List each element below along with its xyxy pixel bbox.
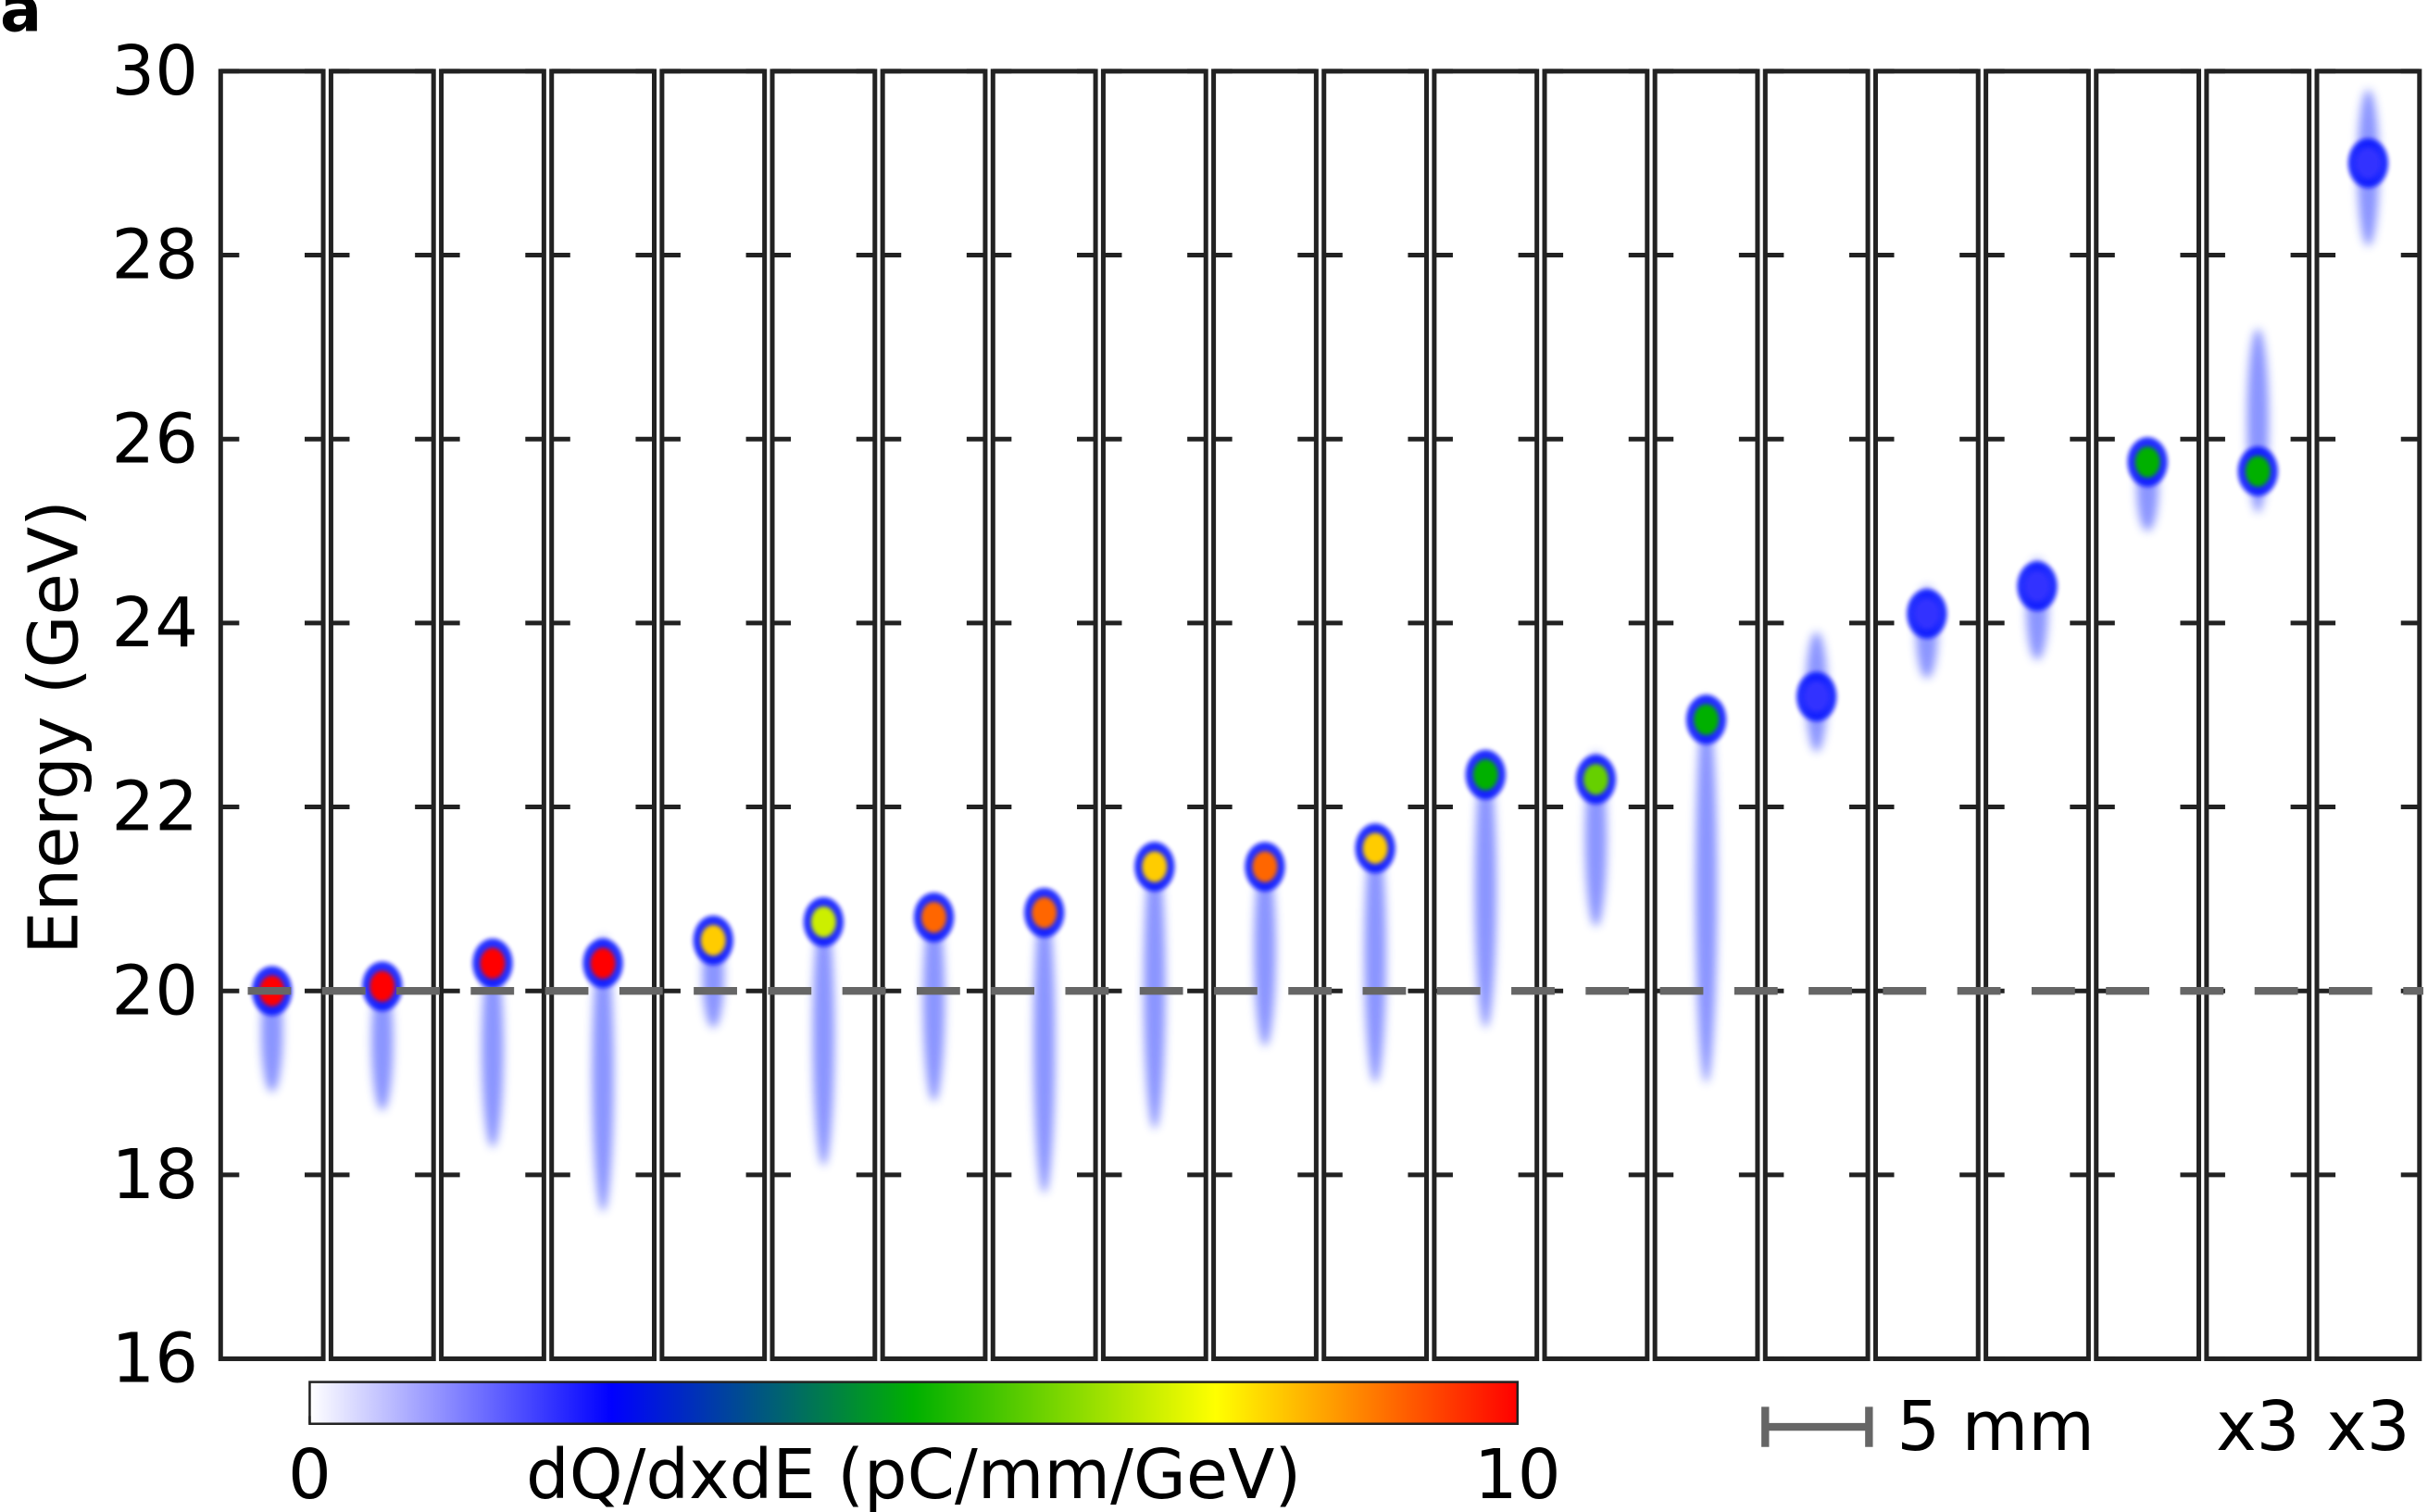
beam-core [1362,832,1388,864]
panel [2094,69,2202,1362]
colorbar-tick-label: 10 [1474,1436,1561,1512]
beam-core [369,970,395,1002]
panel [1652,69,1760,1362]
panel-frame [659,69,768,1362]
beam-tail [1254,853,1276,1046]
panel-label: a [0,0,42,45]
beam-core [2024,570,2050,602]
y-tick-label: 24 [111,584,198,663]
y-tick-label: 28 [111,217,198,295]
beam-core [700,924,726,956]
beam-core [811,906,836,938]
panel-frame [2094,69,2202,1362]
colorbar [308,1381,1520,1425]
beam-core [921,902,946,933]
colorbar-label: dQ/dxdE (pC/mm/GeV) [526,1436,1301,1512]
panel [1762,69,1871,1362]
panel [1321,69,1430,1362]
panel-frame [1211,69,1319,1362]
panel [2204,69,2312,1362]
beam-tail [922,898,945,1102]
panel [659,69,768,1362]
beam-tail [812,903,835,1166]
y-tick-label: 22 [111,768,198,847]
y-tick-label: 18 [111,1136,198,1215]
panel [218,69,326,1362]
beam-core [1032,897,1058,929]
y-axis-label: Energy (GeV) [16,500,94,955]
panel [880,69,988,1362]
beam-core [1252,851,1278,882]
panel-frame [770,69,878,1362]
panel [1211,69,1319,1362]
beam-tail [1364,825,1386,1083]
beam-core [1694,704,1719,735]
panel [1100,69,1208,1362]
beam-core [2245,456,2271,487]
beam-tail [1474,751,1496,1028]
beam-core [590,947,616,980]
panel-frame [1432,69,1540,1362]
panel-frame [880,69,988,1362]
y-tick-label: 20 [111,952,198,1031]
y-tick-label: 30 [111,32,198,111]
panel-frame [218,69,326,1362]
y-tick-label: 26 [111,400,198,479]
beam-tail [482,949,504,1148]
beam-tail [592,935,614,1212]
annotation: x3 [2326,1388,2409,1467]
scale-bar-label: 5 mm [1896,1388,2095,1467]
beam-core [1804,681,1830,713]
colorbar-tick-label: 0 [288,1436,332,1512]
annotation: x3 [2216,1388,2299,1467]
panel [2314,69,2422,1362]
panel-frame [1984,69,2091,1362]
beam-core [2134,446,2160,478]
panel [439,69,546,1362]
panel [1542,69,1650,1362]
beam-core [1583,764,1608,795]
panel-frame [439,69,546,1362]
panel [1432,69,1540,1362]
y-tick-label: 16 [111,1320,198,1399]
beam-core [1914,598,1940,630]
beam-core [1472,759,1498,791]
panel-frame [328,69,436,1362]
panel [328,69,436,1362]
panel-frame [1872,69,1981,1362]
beam-tail [1144,843,1166,1130]
panel-frame [1100,69,1208,1362]
beam-core [480,947,506,980]
panel [1984,69,2091,1362]
panel-frame [2314,69,2422,1362]
beam-core [1142,851,1168,882]
panel [770,69,878,1362]
beam-tail [1695,696,1718,1083]
panel [990,69,1098,1362]
beam-tail [1033,893,1056,1193]
panel-frame [1321,69,1430,1362]
beam-core [2356,147,2381,179]
panel [549,69,657,1362]
panel [1872,69,1981,1362]
panel-frame [2204,69,2312,1362]
panel-frame [1542,69,1650,1362]
